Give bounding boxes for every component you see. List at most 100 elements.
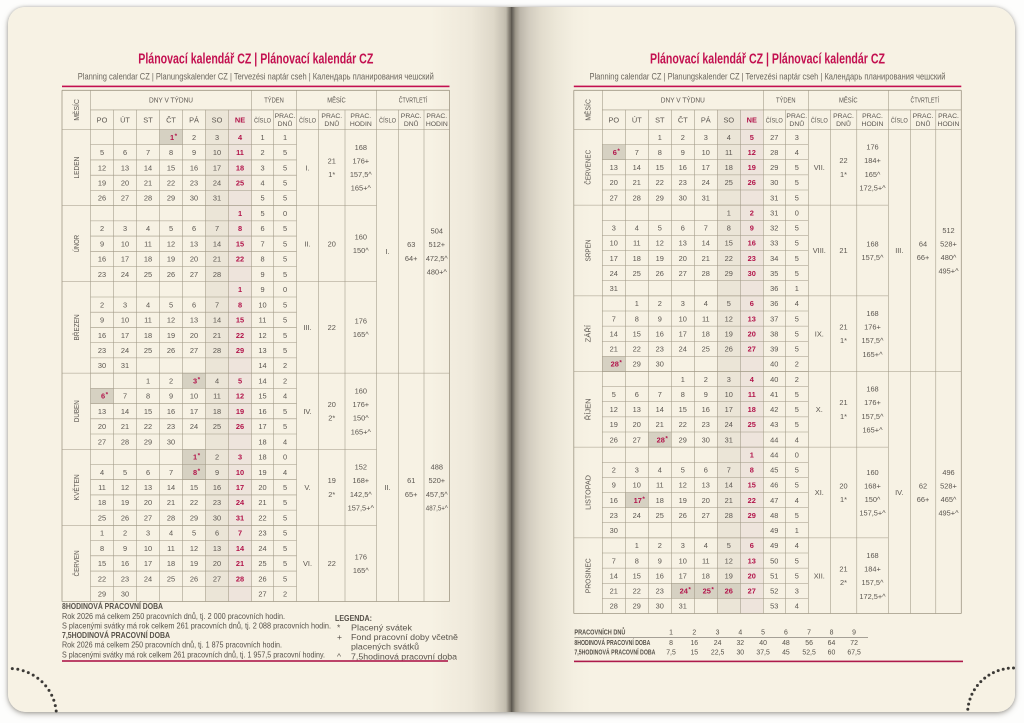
svg-text:4: 4 <box>727 133 731 142</box>
svg-text:157,5+^: 157,5+^ <box>348 503 375 512</box>
svg-text:17: 17 <box>634 496 642 505</box>
svg-text:4: 4 <box>795 496 799 505</box>
svg-text:8: 8 <box>260 255 264 264</box>
svg-text:168: 168 <box>866 239 878 248</box>
svg-text:29: 29 <box>770 163 778 172</box>
svg-text:5: 5 <box>283 544 287 553</box>
svg-text:X.: X. <box>816 405 823 414</box>
svg-text:176+: 176+ <box>352 400 369 409</box>
svg-text:21: 21 <box>839 246 847 255</box>
svg-text:8: 8 <box>635 314 639 323</box>
svg-text:21: 21 <box>633 178 641 187</box>
svg-text:Planning calendar CZ | Planung: Planning calendar CZ | Planungskalender … <box>78 72 434 82</box>
svg-text:5: 5 <box>795 329 799 338</box>
svg-text:13: 13 <box>610 163 618 172</box>
svg-text:5: 5 <box>283 346 287 355</box>
svg-text:19: 19 <box>258 468 266 477</box>
svg-text:III.: III. <box>303 323 311 332</box>
svg-text:5: 5 <box>283 194 287 203</box>
svg-text:*: * <box>688 587 691 594</box>
svg-text:22: 22 <box>633 587 641 596</box>
svg-text:2: 2 <box>215 453 219 462</box>
svg-text:53: 53 <box>770 602 778 611</box>
svg-text:14: 14 <box>725 481 733 490</box>
svg-text:1*: 1* <box>840 336 847 345</box>
svg-text:1: 1 <box>260 133 264 142</box>
svg-text:21: 21 <box>213 331 221 340</box>
svg-text:5: 5 <box>795 345 799 354</box>
svg-text:27: 27 <box>258 590 266 599</box>
svg-text:7: 7 <box>612 314 616 323</box>
svg-text:5: 5 <box>727 299 731 308</box>
svg-text:26: 26 <box>167 346 175 355</box>
svg-text:I.: I. <box>305 163 309 172</box>
svg-text:27: 27 <box>770 133 778 142</box>
svg-text:5: 5 <box>283 331 287 340</box>
svg-text:7: 7 <box>260 239 264 248</box>
svg-text:17: 17 <box>702 163 710 172</box>
svg-text:14: 14 <box>167 483 175 492</box>
svg-text:Plánovací kalendář CZ | Plánov: Plánovací kalendář CZ | Plánovací kalend… <box>138 52 373 68</box>
svg-text:20: 20 <box>679 254 687 263</box>
svg-text:23: 23 <box>213 498 221 507</box>
svg-text:40: 40 <box>759 640 767 647</box>
svg-text:20: 20 <box>121 178 129 187</box>
svg-text:*: * <box>337 623 341 633</box>
svg-text:13: 13 <box>748 314 756 323</box>
svg-text:21: 21 <box>144 178 152 187</box>
svg-text:40: 40 <box>770 375 778 384</box>
svg-text:Fond pracovní doby včetně: Fond pracovní doby včetně <box>351 632 458 642</box>
svg-text:16: 16 <box>610 496 618 505</box>
svg-text:1: 1 <box>193 453 197 462</box>
svg-text:157,5+^: 157,5+^ <box>859 509 886 518</box>
svg-text:KVĚTEN: KVĚTEN <box>72 474 81 500</box>
svg-text:16: 16 <box>190 163 198 172</box>
svg-text:8HODINOVÁ PRACOVNÍ DOBA: 8HODINOVÁ PRACOVNÍ DOBA <box>574 638 650 647</box>
svg-text:16: 16 <box>679 163 687 172</box>
svg-text:5: 5 <box>795 481 799 490</box>
svg-text:18: 18 <box>702 329 710 338</box>
svg-text:160: 160 <box>355 386 367 395</box>
svg-text:27: 27 <box>748 587 756 596</box>
svg-text:13: 13 <box>258 346 266 355</box>
svg-text:14: 14 <box>258 361 266 370</box>
svg-text:DNŮ: DNŮ <box>836 119 851 128</box>
svg-text:168: 168 <box>866 385 878 394</box>
svg-text:26: 26 <box>656 269 664 278</box>
svg-text:HODIN: HODIN <box>426 121 448 128</box>
svg-text:8: 8 <box>727 224 731 233</box>
svg-text:3: 3 <box>795 587 799 596</box>
svg-text:12: 12 <box>167 239 175 248</box>
svg-text:4: 4 <box>283 392 287 401</box>
svg-text:*: * <box>665 435 668 442</box>
svg-text:19: 19 <box>725 571 733 580</box>
svg-text:5: 5 <box>283 255 287 264</box>
svg-text:3: 3 <box>681 541 685 550</box>
svg-text:1: 1 <box>635 299 639 308</box>
svg-text:21: 21 <box>328 156 336 165</box>
svg-text:*: * <box>711 587 714 594</box>
svg-text:14: 14 <box>236 544 245 553</box>
svg-text:16: 16 <box>748 239 756 248</box>
svg-text:10: 10 <box>121 316 129 325</box>
svg-text:5: 5 <box>795 178 799 187</box>
svg-text:ČTVRTLETÍ: ČTVRTLETÍ <box>911 96 940 105</box>
svg-text:20: 20 <box>190 331 198 340</box>
svg-text:25: 25 <box>725 178 733 187</box>
svg-text:22: 22 <box>98 574 106 583</box>
svg-text:4: 4 <box>658 466 662 475</box>
svg-text:26: 26 <box>190 574 198 583</box>
svg-text:35: 35 <box>770 269 778 278</box>
svg-text:27: 27 <box>748 345 756 354</box>
svg-text:47: 47 <box>770 496 778 505</box>
svg-text:168: 168 <box>866 551 878 560</box>
svg-text:31: 31 <box>213 194 221 203</box>
svg-text:5: 5 <box>283 559 287 568</box>
svg-text:165+^: 165+^ <box>351 427 372 436</box>
svg-text:SO: SO <box>212 115 223 124</box>
svg-text:2: 2 <box>612 466 616 475</box>
svg-text:16: 16 <box>121 559 129 568</box>
svg-text:6: 6 <box>260 224 264 233</box>
svg-text:6: 6 <box>704 466 708 475</box>
svg-text:10: 10 <box>236 468 244 477</box>
